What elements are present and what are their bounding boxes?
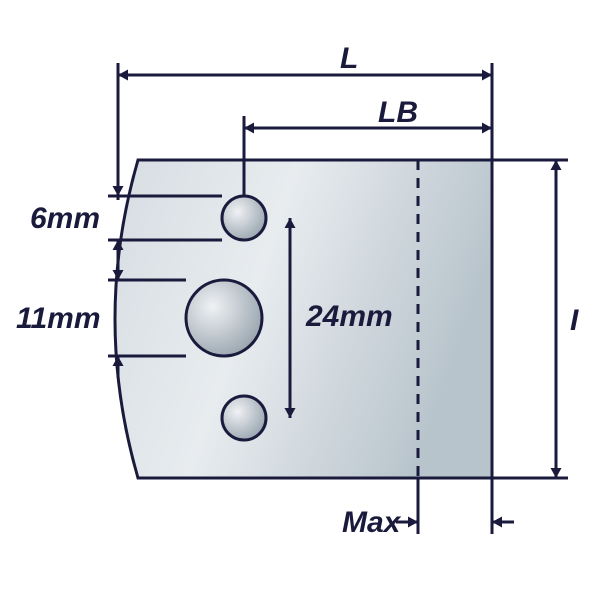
dim-label-d6: 6mm	[30, 202, 100, 235]
hole-large-center	[186, 280, 262, 356]
cutter-blank-body	[115, 160, 492, 478]
hole-small-top	[222, 196, 266, 240]
hole-small-bottom	[222, 396, 266, 440]
dim-label-I: I	[570, 304, 579, 337]
dimension-diagram: L LB 6mm 11mm 24mm I Max	[0, 0, 600, 600]
dim-label-Max: Max	[342, 506, 402, 539]
dim-label-LB: LB	[378, 96, 418, 129]
dim-label-d24: 24mm	[305, 300, 393, 333]
dim-label-L: L	[340, 42, 358, 75]
dim-label-d11: 11mm	[16, 302, 101, 335]
